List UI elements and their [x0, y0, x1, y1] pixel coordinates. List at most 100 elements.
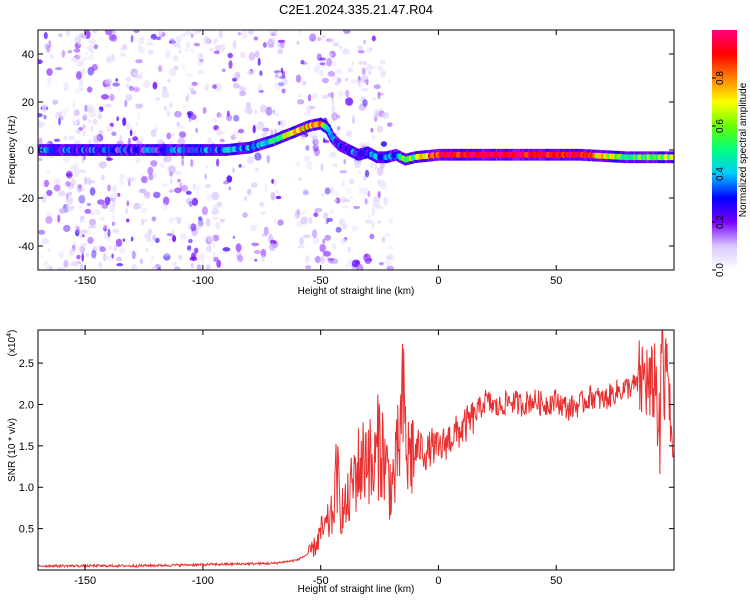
noise-blob	[338, 90, 344, 98]
noise-blob	[245, 101, 251, 109]
noise-blob	[63, 259, 69, 268]
noise-blob	[126, 200, 130, 207]
noise-blob	[59, 109, 67, 118]
noise-blob	[181, 33, 187, 38]
noise-blob	[219, 138, 225, 143]
noise-blob	[144, 192, 151, 196]
noise-blob	[246, 107, 253, 115]
noise-blob	[94, 208, 100, 215]
noise-blob	[67, 191, 73, 196]
noise-blob	[319, 243, 327, 253]
noise-blob	[112, 82, 120, 87]
noise-blob	[113, 222, 117, 226]
noise-blob	[340, 238, 347, 244]
noise-blob	[73, 109, 80, 117]
noise-blob	[378, 205, 385, 210]
noise-blob	[115, 78, 119, 82]
noise-blob	[204, 173, 207, 180]
y-tick-label: 20	[22, 97, 34, 109]
noise-blob	[357, 45, 364, 52]
noise-blob	[365, 47, 372, 54]
noise-blob	[274, 72, 277, 76]
noise-blob	[146, 42, 154, 46]
noise-blob	[351, 225, 359, 232]
noise-blob	[46, 44, 51, 53]
y-tick-label: 1.0	[19, 482, 34, 494]
noise-blob	[78, 194, 86, 204]
figure-title: C2E1.2024.335.21.47.R04	[279, 2, 433, 17]
noise-blob	[206, 264, 211, 270]
noise-blob	[194, 247, 199, 254]
noise-blob	[142, 80, 151, 89]
noise-blob	[79, 232, 83, 239]
noise-blob	[264, 105, 273, 110]
noise-blob	[68, 135, 75, 141]
spectrogram-y-label: Frequency (Hz)	[7, 116, 18, 185]
noise-blob	[213, 50, 220, 55]
noise-blob	[87, 236, 94, 244]
noise-blob	[132, 136, 139, 142]
noise-blob	[257, 57, 261, 66]
noise-blob	[111, 214, 115, 220]
noise-blob	[162, 196, 170, 206]
noise-blob	[386, 245, 394, 250]
noise-blob	[320, 34, 327, 39]
noise-blob	[53, 138, 61, 142]
spectrogram-panel: -150 -100 -50 0 50 -40 -20 0 20 40 Height of str…	[7, 29, 675, 297]
noise-blob	[191, 197, 199, 206]
noise-blob	[237, 32, 242, 36]
noise-blob	[376, 125, 383, 133]
noise-blob	[359, 60, 362, 66]
noise-blob	[204, 164, 209, 169]
noise-blob	[213, 125, 219, 131]
noise-blob	[343, 159, 347, 165]
noise-blob	[320, 162, 324, 172]
noise-blob	[92, 30, 98, 34]
noise-blob	[213, 256, 219, 263]
noise-blob	[377, 190, 381, 199]
noise-blob	[334, 130, 340, 136]
noise-blob	[84, 51, 88, 56]
noise-blob	[67, 50, 73, 54]
noise-blob	[387, 122, 393, 127]
snr-panel: -150 -100 -50 0 50 0.5 1.0 1.5 2.0 2.5 Height of…	[6, 329, 675, 595]
noise-blob	[63, 82, 69, 91]
noise-blob	[250, 224, 256, 232]
noise-blob	[92, 246, 98, 254]
noise-blob	[367, 213, 371, 219]
noise-blob	[253, 36, 259, 41]
noise-blob	[104, 103, 112, 108]
noise-blob	[252, 124, 256, 134]
noise-blob	[241, 30, 248, 39]
noise-blob	[46, 170, 52, 174]
noise-blob	[219, 218, 226, 223]
noise-blob	[155, 97, 160, 101]
noise-blob	[206, 244, 212, 253]
noise-blob	[314, 207, 323, 213]
noise-blob	[181, 159, 184, 166]
noise-blob	[263, 226, 269, 236]
noise-blob	[277, 48, 284, 55]
noise-blob	[108, 34, 117, 42]
noise-blob	[281, 77, 288, 87]
noise-blob	[46, 68, 53, 76]
noise-blob	[299, 30, 303, 37]
noise-blob	[322, 212, 329, 220]
noise-blob	[125, 94, 133, 102]
noise-blob	[82, 242, 88, 247]
noise-blob	[187, 245, 192, 251]
spectrogram-content	[38, 30, 674, 270]
noise-blob	[382, 112, 390, 119]
noise-blob	[130, 263, 138, 270]
noise-blob	[323, 137, 326, 143]
noise-blob	[242, 212, 248, 218]
noise-blob	[254, 50, 260, 58]
noise-blob	[192, 182, 196, 192]
noise-blob	[254, 109, 257, 115]
noise-blob	[87, 180, 96, 184]
noise-blob	[343, 30, 351, 34]
noise-blob	[330, 91, 334, 100]
noise-blob	[376, 167, 384, 176]
x-tick-label: -50	[313, 275, 329, 287]
noise-blob	[176, 121, 181, 127]
